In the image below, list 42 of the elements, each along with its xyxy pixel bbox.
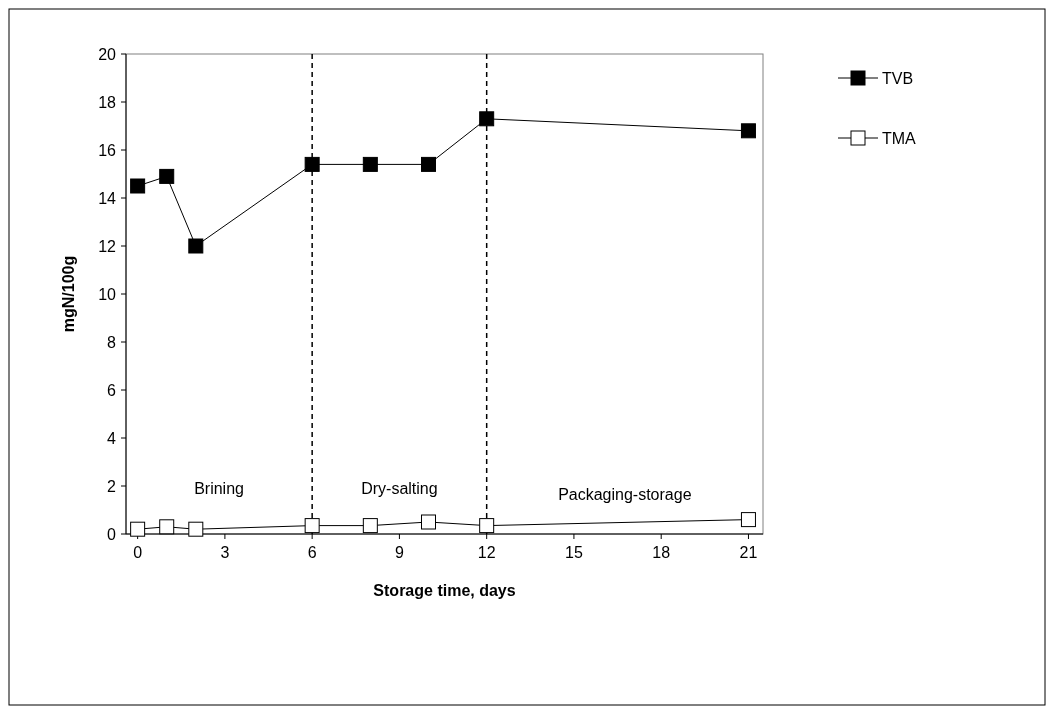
y-tick-label: 18 [98,93,117,111]
x-tick-label: 3 [220,544,230,561]
y-tick-label: 4 [107,429,117,447]
point [188,521,204,537]
x-axis-title: Storage time, days [373,582,516,599]
point [421,514,436,530]
x-tick-label: 15 [565,544,583,561]
y-tick-label: 6 [107,381,117,399]
point [479,518,495,534]
point [362,518,378,534]
point [159,519,175,535]
point [130,521,146,537]
point [159,168,175,184]
point [740,123,756,139]
x-tick-label: 18 [652,544,671,561]
point [362,156,378,172]
y-tick-label: 10 [98,285,117,303]
y-tick-label: 16 [98,141,117,159]
y-tick-label: 12 [98,237,117,255]
legend-label: TMA [882,129,917,147]
x-tick-label: 6 [307,544,317,561]
point [130,178,146,194]
annotation: Dry-salting [361,480,438,497]
legend-label: TVB [882,69,914,87]
annotation: Brining [194,480,244,497]
x-tick-label: 9 [394,544,404,561]
point [304,156,320,172]
y-tick-label: 0 [107,525,117,543]
x-tick-label: 21 [739,544,758,561]
y-tick-label: 14 [98,189,117,207]
point [304,518,320,534]
point [479,111,495,127]
y-axis-title: mgN/100g [60,255,77,333]
point [421,156,436,172]
annotation: Packaging-storage [558,486,692,503]
point [740,512,756,528]
point [188,238,204,254]
x-tick-label: 0 [133,544,143,561]
y-tick-label: 2 [107,477,117,495]
y-tick-label: 8 [107,333,117,351]
x-tick-label: 12 [477,544,496,561]
y-tick-label: 20 [98,45,117,63]
